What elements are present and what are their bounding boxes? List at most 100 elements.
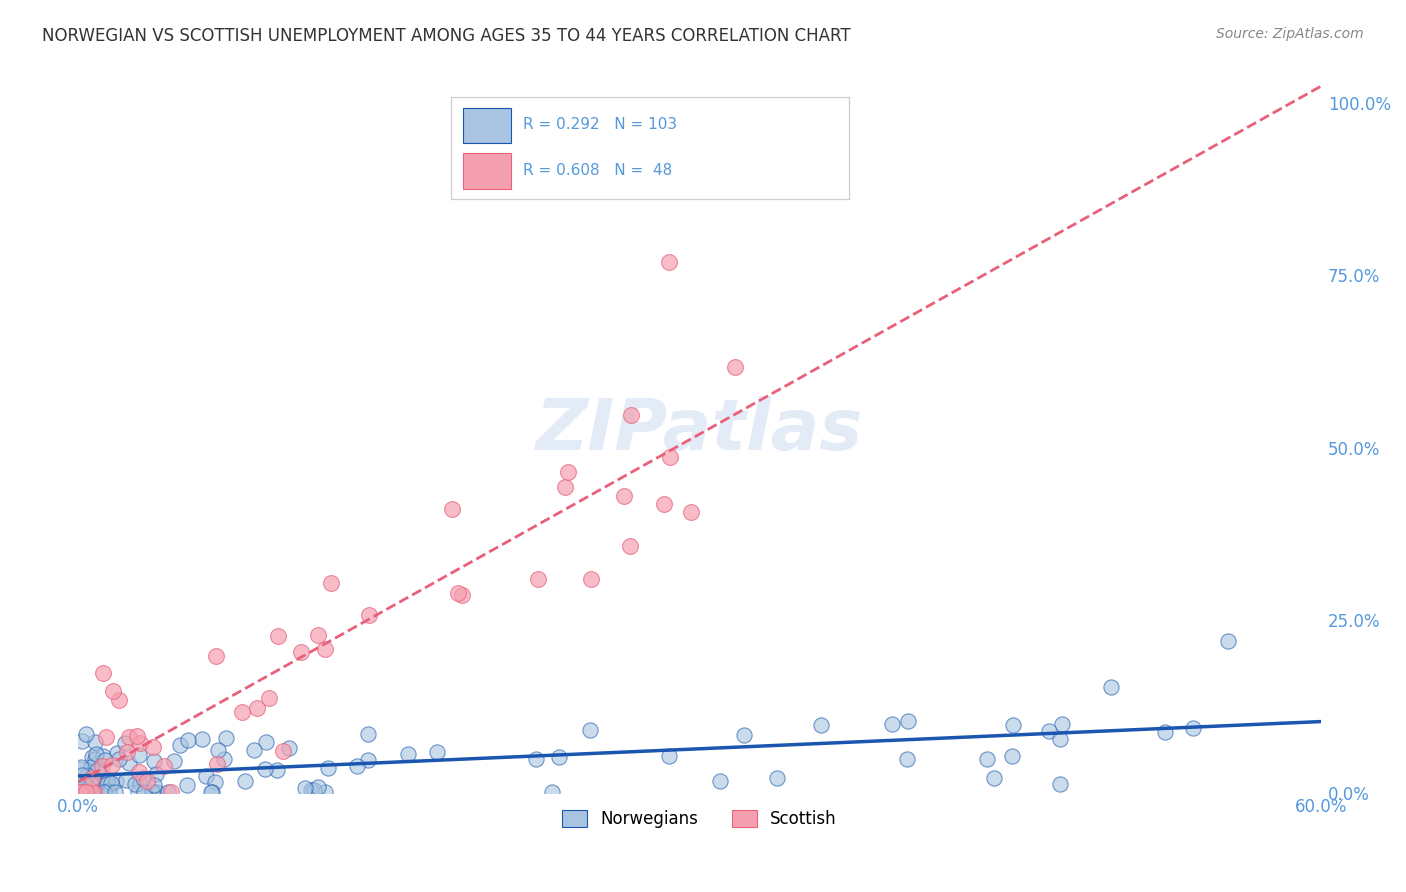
Point bbox=[191, 731, 214, 746]
Point bbox=[266, 764, 288, 778]
Point bbox=[554, 480, 576, 494]
Point bbox=[128, 748, 150, 763]
Point bbox=[157, 785, 180, 799]
Point bbox=[69, 762, 91, 776]
Point bbox=[983, 772, 1005, 786]
Point bbox=[128, 764, 150, 779]
Point bbox=[579, 573, 602, 587]
Point bbox=[257, 690, 280, 705]
Point bbox=[450, 588, 472, 602]
Point bbox=[541, 785, 564, 799]
Point bbox=[177, 732, 200, 747]
Point bbox=[620, 408, 643, 422]
Point bbox=[91, 759, 114, 773]
Point bbox=[104, 774, 127, 789]
Point bbox=[314, 642, 336, 657]
Point bbox=[527, 573, 550, 587]
Point bbox=[75, 785, 97, 799]
Point bbox=[94, 753, 117, 767]
Point bbox=[69, 785, 91, 799]
Point bbox=[127, 729, 149, 743]
Point bbox=[278, 740, 301, 755]
Point bbox=[205, 648, 228, 663]
Point bbox=[658, 450, 681, 465]
Point bbox=[613, 489, 636, 503]
Point bbox=[724, 359, 747, 374]
Point bbox=[129, 736, 152, 750]
Point bbox=[100, 776, 122, 790]
Point bbox=[233, 774, 256, 789]
Point bbox=[880, 717, 903, 731]
Point bbox=[446, 586, 468, 600]
Point bbox=[80, 771, 103, 785]
Point bbox=[127, 785, 149, 799]
Point bbox=[440, 502, 463, 516]
Point bbox=[77, 782, 100, 797]
Point bbox=[73, 785, 96, 799]
Point bbox=[652, 497, 675, 511]
Point bbox=[897, 714, 920, 729]
Point bbox=[547, 750, 569, 764]
Point bbox=[75, 727, 97, 741]
Text: NORWEGIAN VS SCOTTISH UNEMPLOYMENT AMONG AGES 35 TO 44 YEARS CORRELATION CHART: NORWEGIAN VS SCOTTISH UNEMPLOYMENT AMONG… bbox=[42, 27, 851, 45]
Point bbox=[132, 785, 155, 799]
Point bbox=[82, 785, 104, 799]
Point bbox=[1049, 777, 1071, 791]
Point bbox=[124, 777, 146, 791]
Point bbox=[83, 785, 105, 799]
Point bbox=[96, 777, 118, 791]
Point bbox=[103, 683, 125, 698]
Point bbox=[215, 731, 238, 746]
Point bbox=[136, 773, 159, 788]
Point bbox=[557, 465, 579, 479]
Point bbox=[91, 749, 114, 764]
Legend: Norwegians, Scottish: Norwegians, Scottish bbox=[555, 804, 844, 835]
Point bbox=[579, 723, 602, 738]
Point bbox=[142, 785, 165, 799]
Point bbox=[294, 780, 316, 795]
Point bbox=[160, 785, 183, 799]
Point bbox=[93, 666, 115, 681]
Point bbox=[70, 768, 93, 782]
Point bbox=[84, 752, 107, 766]
Point bbox=[266, 629, 288, 643]
Point bbox=[205, 757, 228, 772]
Point bbox=[200, 785, 222, 799]
Point bbox=[72, 773, 94, 788]
Point bbox=[82, 750, 104, 764]
Point bbox=[316, 761, 339, 775]
Point bbox=[96, 774, 118, 789]
Point bbox=[1001, 718, 1024, 732]
Point bbox=[1050, 717, 1073, 731]
Point bbox=[118, 730, 141, 744]
Point bbox=[1038, 723, 1060, 738]
Point bbox=[254, 734, 277, 748]
Point bbox=[141, 785, 163, 799]
Point bbox=[657, 254, 679, 268]
Point bbox=[162, 755, 184, 769]
Point bbox=[87, 764, 110, 778]
Point bbox=[80, 777, 103, 791]
Point bbox=[117, 756, 139, 771]
Point bbox=[396, 747, 419, 761]
Point bbox=[290, 645, 312, 659]
Point bbox=[117, 745, 139, 759]
Point bbox=[82, 785, 104, 799]
Point bbox=[679, 505, 702, 519]
Point bbox=[145, 766, 167, 780]
Point bbox=[246, 700, 269, 714]
Point bbox=[93, 785, 115, 799]
Point bbox=[231, 705, 253, 719]
Point bbox=[314, 785, 336, 799]
Point bbox=[76, 768, 98, 782]
Point bbox=[83, 775, 105, 789]
Point bbox=[201, 785, 224, 799]
Point bbox=[307, 780, 329, 794]
Point bbox=[766, 771, 789, 785]
Point bbox=[100, 757, 122, 772]
Point bbox=[153, 758, 176, 772]
Point bbox=[84, 747, 107, 761]
Point bbox=[98, 785, 121, 799]
Point bbox=[169, 738, 191, 752]
Point bbox=[524, 752, 547, 766]
